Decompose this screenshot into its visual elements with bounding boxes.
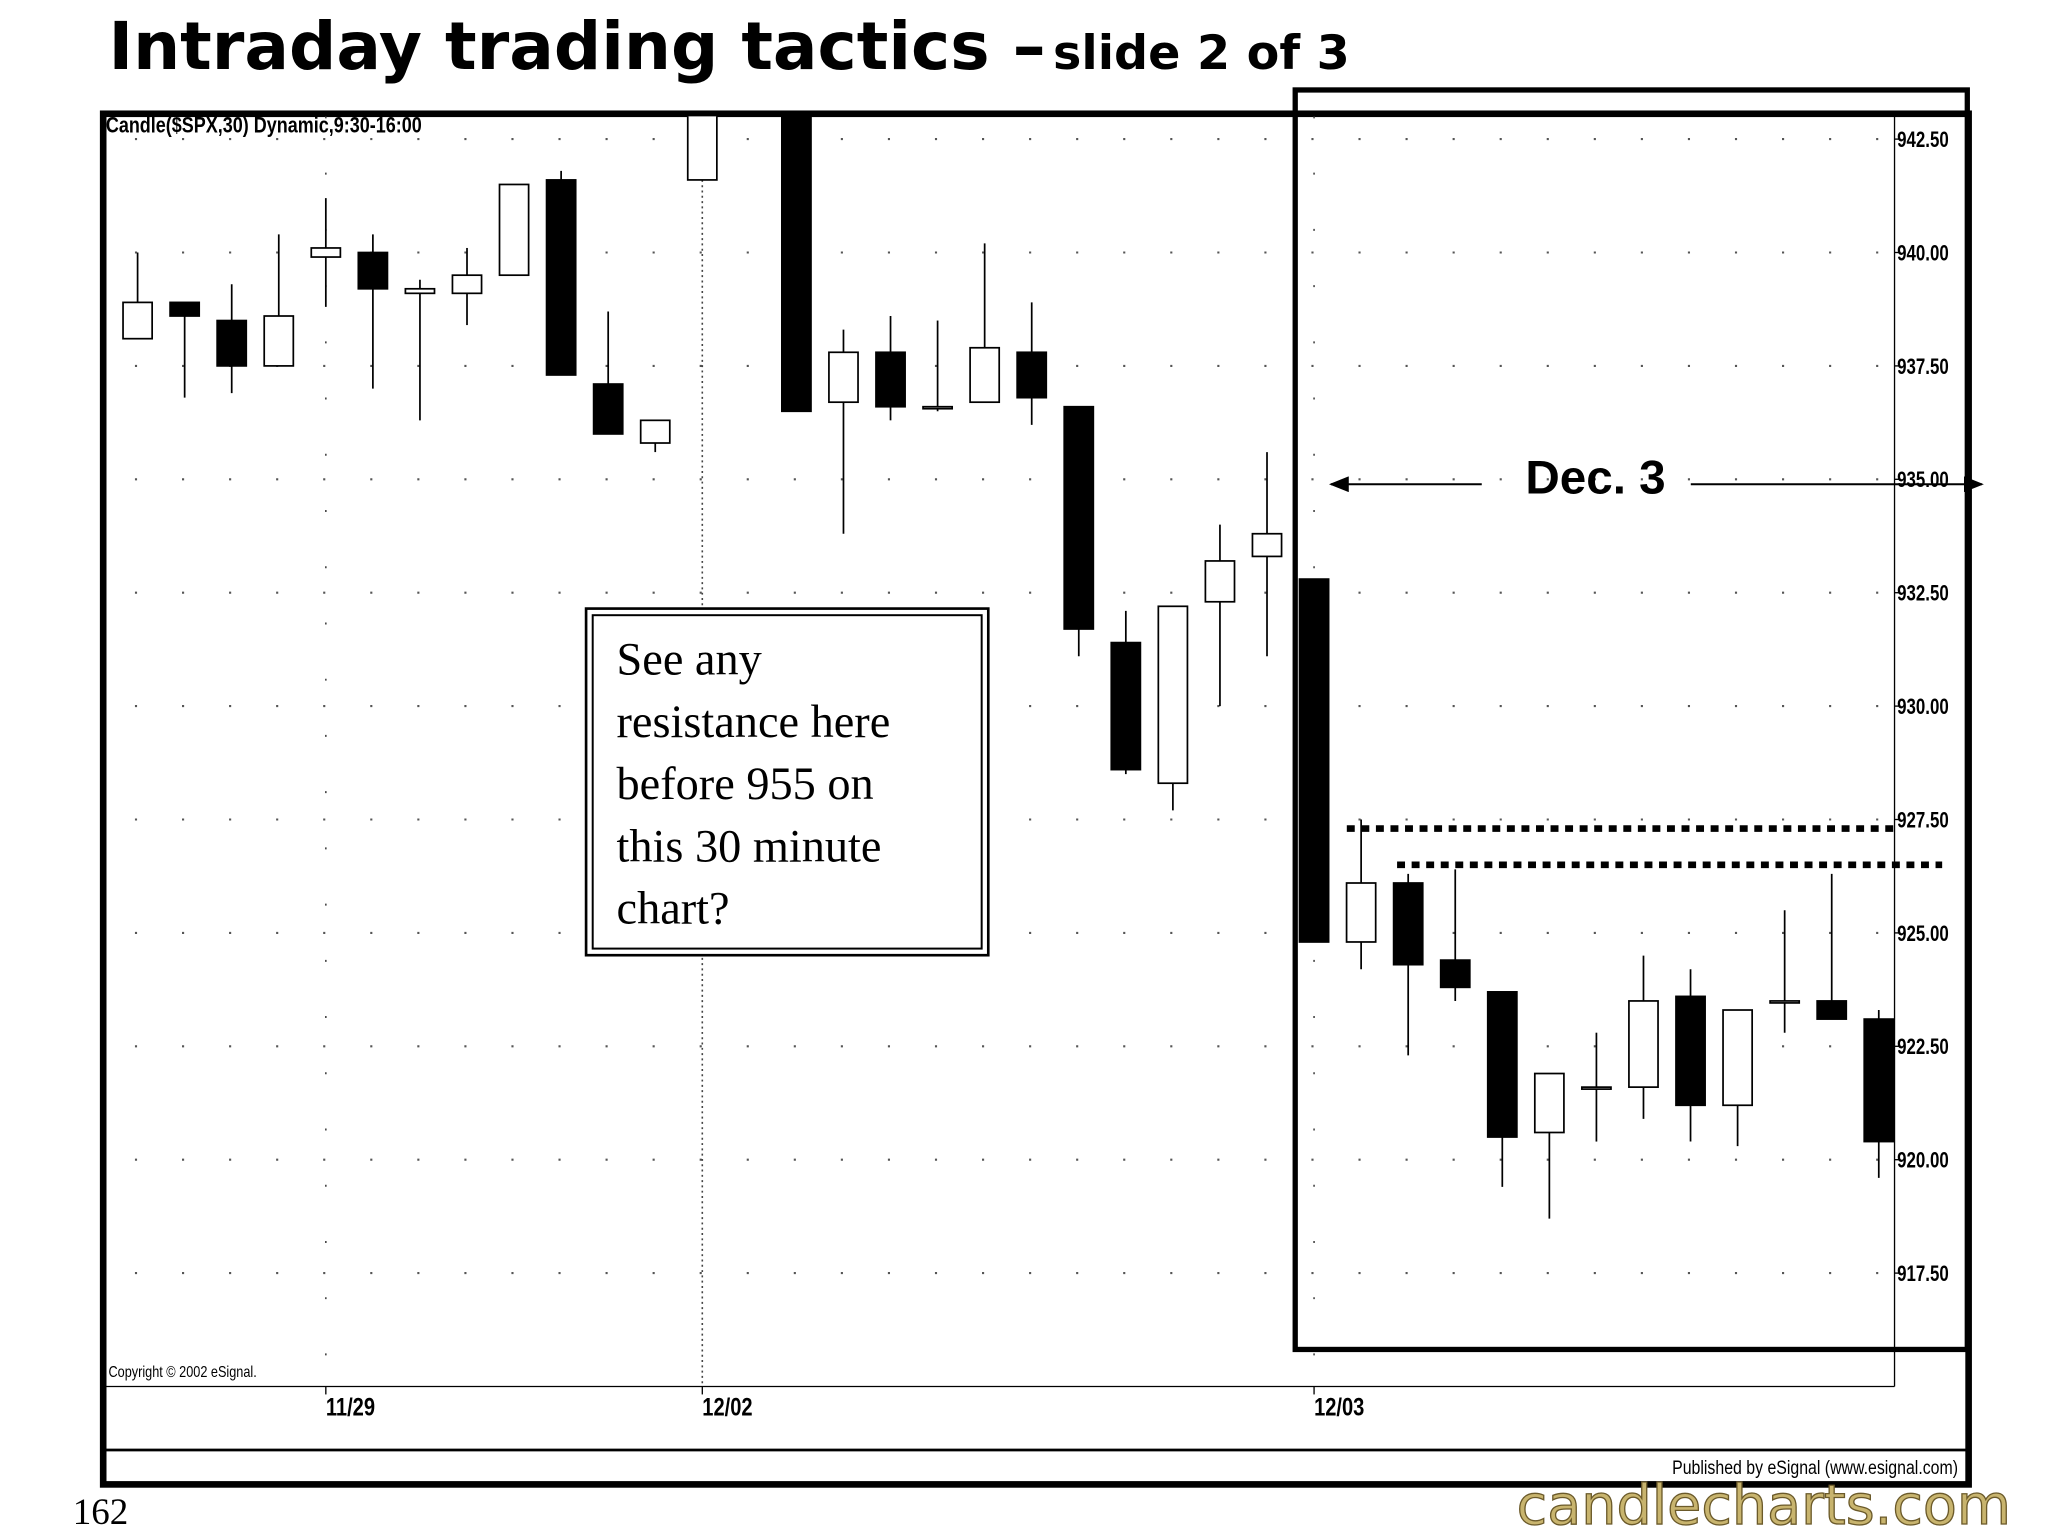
chart-frame bbox=[99, 110, 1972, 1488]
candle-body bbox=[1251, 532, 1283, 558]
candle-body bbox=[639, 419, 671, 444]
callout-text: before 955 on bbox=[617, 759, 874, 810]
candle-body bbox=[1863, 1018, 1895, 1143]
candle-body bbox=[1675, 995, 1706, 1107]
highlight-box bbox=[1292, 87, 1970, 1353]
x-tick-label: 12/02 bbox=[702, 1392, 752, 1421]
y-tick-label: 940.00 bbox=[1897, 241, 1949, 266]
y-tick-label: 917.50 bbox=[1897, 1262, 1949, 1287]
copyright: Copyright © 2002 eSignal. bbox=[108, 1364, 256, 1382]
annotation: Dec. 3 bbox=[1525, 451, 1665, 504]
callout-text: See any bbox=[617, 635, 762, 686]
y-tick-label: 932.50 bbox=[1897, 581, 1949, 606]
candle-body bbox=[1016, 351, 1048, 399]
y-tick-label: 920.00 bbox=[1897, 1148, 1949, 1173]
x-tick-label: 12/03 bbox=[1314, 1392, 1364, 1421]
candle-body bbox=[263, 315, 295, 367]
callout-box bbox=[584, 607, 990, 957]
candle-body bbox=[1063, 405, 1095, 630]
y-tick-label: 922.50 bbox=[1897, 1035, 1949, 1060]
candle-body bbox=[122, 301, 154, 340]
candle-body bbox=[1816, 1000, 1848, 1020]
candle-body bbox=[498, 183, 530, 277]
y-tick-label: 937.50 bbox=[1897, 355, 1949, 380]
candle-body bbox=[451, 274, 483, 295]
callout-text: resistance here bbox=[617, 697, 891, 748]
candle-body bbox=[310, 247, 342, 258]
chart-header: Candle($SPX,30) Dynamic,9:30-16:00 bbox=[106, 114, 422, 138]
candle-body bbox=[1769, 1000, 1801, 1004]
logo: candlecharts.com bbox=[1517, 1473, 2011, 1536]
x-tick-label: 11/29 bbox=[326, 1392, 375, 1421]
candle-body bbox=[969, 346, 1001, 404]
candle-body bbox=[1345, 882, 1377, 943]
y-tick-label: 942.50 bbox=[1897, 128, 1949, 153]
candle-body bbox=[1581, 1086, 1612, 1090]
candle-body bbox=[1628, 1000, 1659, 1088]
slide-title: Intraday trading tactics – slide 2 of 3 bbox=[108, 8, 1349, 85]
candle-body bbox=[592, 383, 624, 435]
candle-body bbox=[1486, 991, 1518, 1138]
candle-body bbox=[922, 405, 954, 410]
callout-text: chart? bbox=[617, 883, 730, 934]
callout-text: this 30 minute bbox=[617, 821, 882, 872]
candle-body bbox=[1110, 641, 1142, 771]
y-tick-label: 930.00 bbox=[1897, 695, 1949, 720]
candle-body bbox=[545, 179, 577, 376]
candle-body bbox=[1533, 1072, 1565, 1134]
y-tick-label: 935.00 bbox=[1897, 468, 1949, 493]
publisher: Published by eSignal (www.esignal.com) bbox=[1672, 1456, 1958, 1478]
candle-body bbox=[686, 116, 718, 181]
callout-box-inner bbox=[591, 614, 983, 950]
candle-body bbox=[1298, 578, 1330, 943]
candle-body bbox=[1439, 959, 1471, 989]
y-tick-label: 925.00 bbox=[1897, 922, 1949, 947]
y-tick-label: 927.50 bbox=[1897, 808, 1949, 833]
candle-body bbox=[1204, 560, 1236, 603]
candle-body bbox=[781, 116, 812, 413]
candle-body bbox=[1157, 605, 1189, 785]
page-number: 162 bbox=[73, 1492, 129, 1533]
candle-body bbox=[216, 319, 248, 367]
candle-body bbox=[875, 351, 906, 408]
candle-body bbox=[357, 251, 389, 290]
candle-body bbox=[828, 351, 859, 404]
candle-body bbox=[1722, 1009, 1754, 1107]
candle-body bbox=[1392, 882, 1424, 966]
candle-body bbox=[169, 301, 201, 317]
candle-body bbox=[404, 287, 436, 295]
